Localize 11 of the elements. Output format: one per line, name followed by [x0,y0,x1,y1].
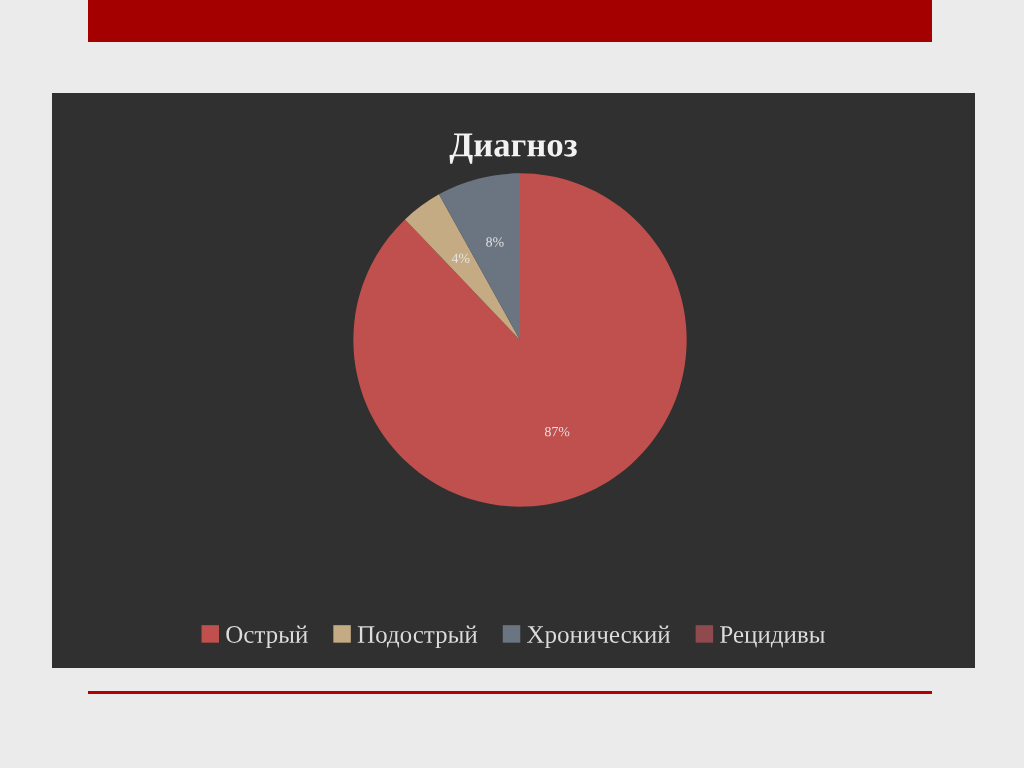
pie-slice [353,173,687,507]
legend-label: Острый [226,625,308,648]
pie-slice [438,173,520,340]
pie-slice [404,194,520,340]
chart-title: Диагноз [449,133,577,164]
data-label: 8% [486,237,504,247]
legend-label: Рецидивы [720,626,825,648]
legend-label: Подострый [357,625,478,648]
data-label: 4% [451,253,470,263]
data-label: 87% [544,426,570,437]
legend-label: Хронический [527,625,671,648]
